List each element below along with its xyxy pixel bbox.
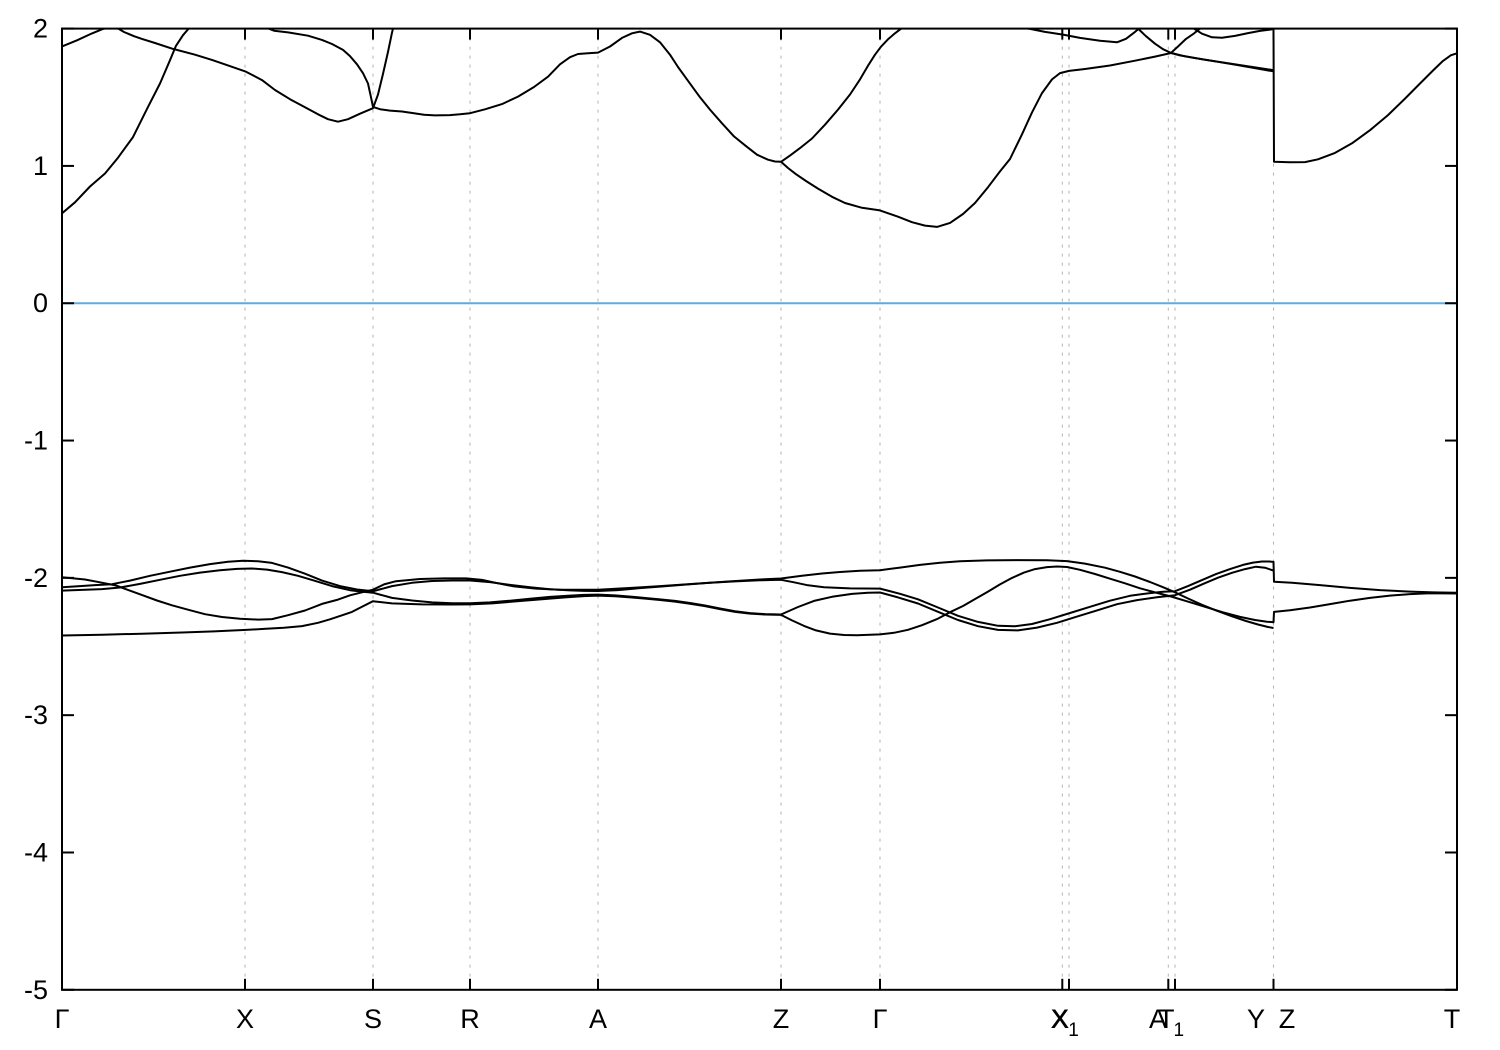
tick-marks [62,27,1457,991]
y-tick-label: 2 [33,14,48,44]
band-curve-conduction-9 [1272,28,1457,164]
k-point-label: T1 [1158,1004,1184,1041]
k-point-label: A [589,1004,607,1034]
band-curve-conduction-8 [1192,28,1274,39]
y-tick-label: -5 [24,975,48,1005]
band-curve-valence-3 [62,565,1274,632]
k-point-label: S [364,1004,382,1034]
k-point-label: Y [1247,1004,1265,1034]
k-point-label: A [1149,1004,1167,1034]
k-point-label: T [1444,1004,1461,1034]
band-curve-valence-4 [62,565,1457,637]
y-tick-label: -2 [24,563,48,593]
y-tick-label: 0 [33,288,48,318]
k-point-label: Z [1279,1004,1296,1034]
band-curves [62,28,1457,637]
band-curve-conduction-4 [780,28,1141,163]
k-point-label: X [1050,1004,1068,1034]
band-curve-conduction-2 [62,28,190,215]
y-tick-label: -1 [24,426,48,456]
band-curve-conduction-6 [780,52,1274,228]
y-tick-label: -4 [24,837,48,867]
k-point-label: Γ [873,1004,888,1034]
band-curve-valence-2 [62,559,1457,628]
k-point-label: X1 [1051,1004,1079,1041]
band-curve-conduction-1 [62,28,395,123]
band-curve-conduction-3 [266,28,782,163]
k-point-label: X [236,1004,254,1034]
gridlines [244,28,1274,990]
x-axis-labels: Γ X S R A Z Γ XX1 AT1 Y Z T [55,1004,1461,1041]
band-curve-valence-1 [62,559,1274,629]
plot-border [61,27,1458,991]
k-point-label: Γ [55,1004,70,1034]
y-axis-labels: 2 1 0 -1 -2 -3 -4 -5 [24,14,48,1005]
band-curve-conduction-7 [1170,28,1202,54]
k-point-label: Z [773,1004,790,1034]
y-tick-label: -3 [24,700,48,730]
y-tick-label: 1 [33,151,48,181]
k-point-label: R [460,1004,480,1034]
